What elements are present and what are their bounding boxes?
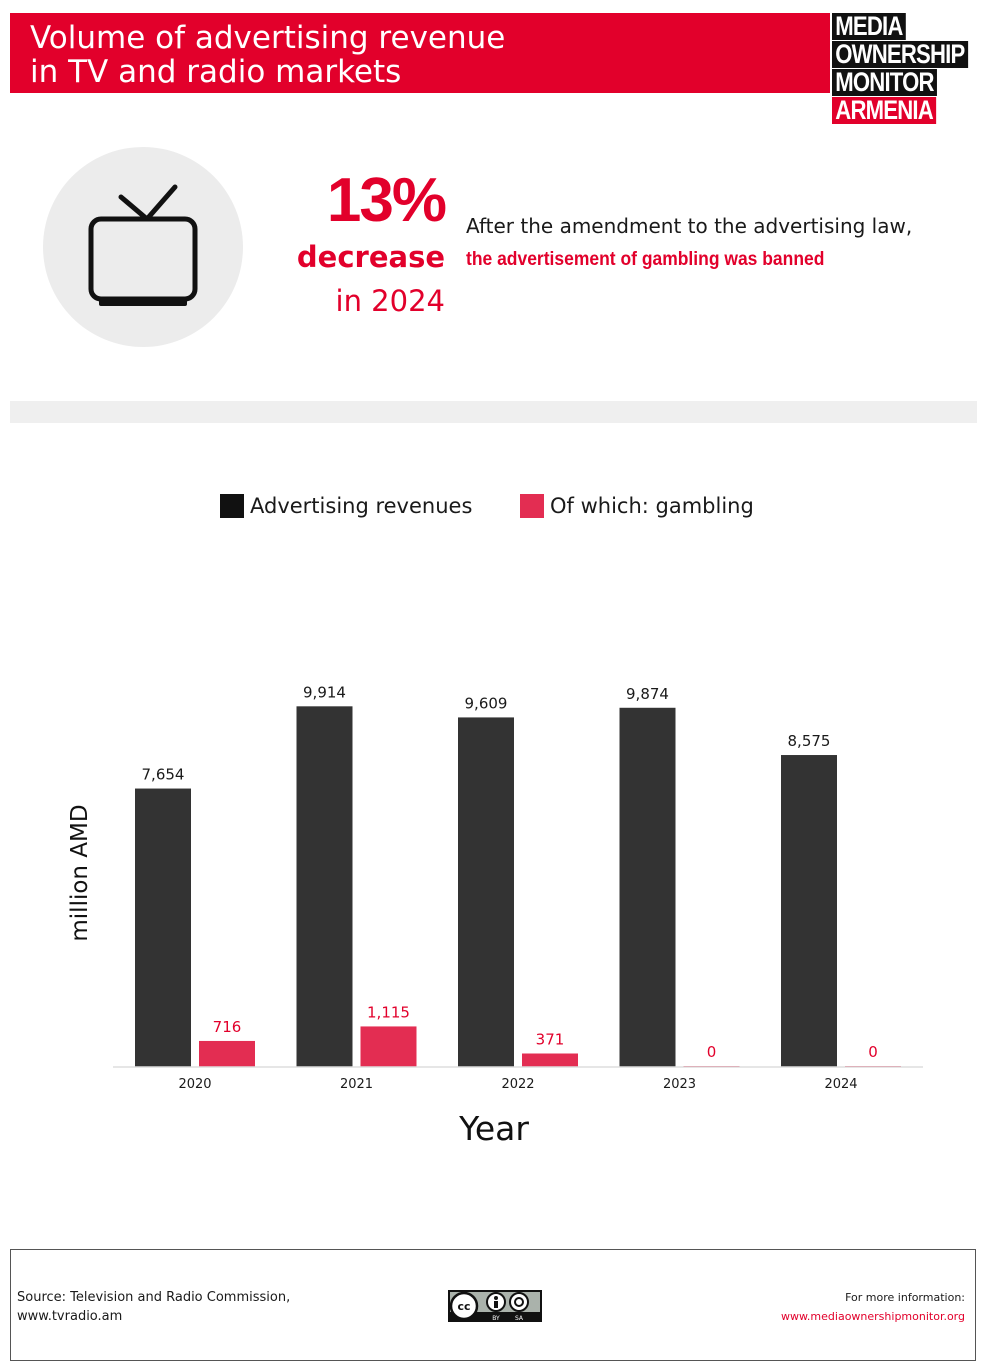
more-info: For more information: www.mediaownership… [781, 1288, 965, 1326]
data-label-gambling: 371 [536, 1031, 565, 1049]
kpi-percent: 13% [326, 166, 447, 235]
logo-line-armenia: ARMENIA [832, 97, 937, 124]
tv-icon-circle [43, 147, 243, 347]
x-tick-label: 2024 [824, 1077, 857, 1092]
x-tick-label: 2020 [178, 1077, 211, 1092]
legend-label-advertising: Advertising revenues [250, 494, 473, 518]
cc-by-sa-icon: cc BY SA [448, 1290, 542, 1322]
data-label-gambling: 0 [868, 1043, 878, 1061]
source-text: Source: Television and Radio Commission,… [17, 1290, 291, 1324]
bar-gambling [199, 1040, 255, 1067]
legend-item-gambling: Of which: gambling [520, 494, 754, 518]
data-label-advertising: 7,654 [142, 766, 185, 784]
data-label-advertising: 8,575 [788, 732, 831, 750]
bar-advertising [458, 717, 514, 1067]
x-tick-label: 2022 [501, 1077, 534, 1092]
bar-gambling [522, 1053, 578, 1067]
kpi-note-line1: After the amendment to the advertising l… [466, 214, 913, 238]
bar-advertising [619, 707, 676, 1067]
data-label-gambling: 716 [213, 1018, 242, 1036]
data-label-advertising: 9,609 [465, 694, 508, 712]
data-label-gambling: 1,115 [367, 1003, 410, 1021]
bar-chart: 7,654 716 2020 9,914 1,115 2021 9,609 371 2022 9,… [67, 683, 923, 1148]
y-axis-title: million AMD [67, 804, 93, 941]
logo-line-ownership: OWNERSHIP [832, 41, 968, 68]
logo-line-monitor: MONITOR [832, 69, 937, 96]
legend-item-advertising: Advertising revenues [220, 494, 472, 518]
data-label-advertising: 9,874 [626, 685, 669, 703]
data-label-advertising: 9,914 [303, 683, 346, 701]
section-divider [10, 401, 977, 423]
page-title: Volume of advertising revenue in TV and … [30, 20, 506, 90]
more-info-label: For more information: [845, 1291, 965, 1304]
header-banner: Volume of advertising revenue in TV and … [10, 13, 830, 93]
data-label-gambling: 0 [707, 1043, 717, 1061]
license-cc-text: cc [457, 1300, 470, 1313]
legend-swatch-gambling [520, 494, 544, 518]
license-sa-text: SA [515, 1315, 524, 1322]
footer-box: Source: Television and Radio Commission,… [10, 1249, 976, 1361]
tv-icon [88, 184, 198, 306]
legend-swatch-advertising [220, 494, 244, 518]
legend-label-gambling: Of which: gambling [550, 494, 754, 518]
kpi-label: decrease [296, 240, 445, 274]
bar-gambling [360, 1026, 417, 1067]
logo-line-media: MEDIA [832, 13, 906, 40]
x-tick-label: 2021 [340, 1077, 373, 1092]
more-info-link[interactable]: www.mediaownershipmonitor.org [780, 1310, 965, 1323]
x-axis-title: Year [458, 1109, 529, 1148]
kpi-note-line2: the advertisement of gambling was banned [466, 249, 825, 270]
x-tick-label: 2023 [663, 1077, 696, 1092]
bar-advertising [781, 755, 837, 1067]
mom-armenia-logo: MEDIA OWNERSHIP MONITOR ARMENIA [832, 13, 976, 124]
kpi-year: in 2024 [335, 284, 445, 318]
license-by-text: BY [492, 1315, 500, 1322]
bar-advertising [296, 706, 353, 1067]
bar-advertising [135, 788, 191, 1067]
